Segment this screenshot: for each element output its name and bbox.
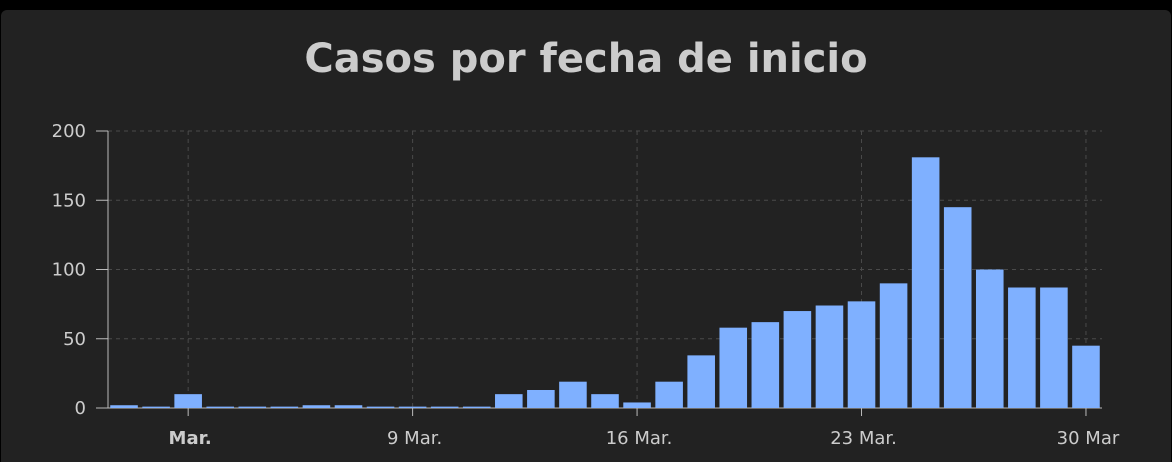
bar [1040, 287, 1068, 408]
bar [815, 305, 844, 408]
bar [559, 381, 587, 408]
bar [527, 389, 555, 408]
bar [975, 269, 1004, 408]
bar [238, 406, 267, 408]
tick-labels: 0 50 100 150 200 Mar. 9 Mar. 16 Mar. 23 Mar. 30 M… [52, 121, 1120, 449]
y-tick-label: 0 [75, 398, 86, 419]
bar [398, 406, 427, 408]
bar [495, 394, 523, 408]
bar [270, 406, 299, 408]
y-tick-label: 150 [52, 190, 86, 211]
x-tick-label: 16 Mar. [606, 428, 673, 449]
chart-title: Casos por fecha de inicio [304, 36, 868, 82]
bar [110, 405, 138, 408]
bar [847, 301, 876, 408]
bar [591, 394, 619, 408]
bar [462, 406, 491, 408]
x-tick-label: Mar. [169, 428, 212, 449]
bar [655, 381, 683, 408]
bar [334, 405, 363, 408]
grid-lines [108, 130, 1102, 408]
bar [911, 157, 940, 408]
y-tick-label: 50 [63, 329, 86, 350]
bar [751, 322, 780, 408]
bar [943, 207, 972, 408]
bar [430, 406, 459, 408]
x-tick-label: 23 Mar. [830, 428, 897, 449]
x-tick-label: 30 Mar [1057, 428, 1120, 449]
bar [879, 283, 908, 408]
bar [687, 355, 715, 408]
bar [142, 406, 170, 408]
bars [110, 157, 1100, 408]
bar [206, 406, 235, 408]
bar [366, 406, 395, 408]
y-tick-label: 100 [52, 260, 86, 281]
bar [302, 405, 331, 408]
bar [1008, 287, 1036, 408]
bar [1072, 345, 1100, 408]
bar [623, 402, 651, 408]
x-tick-label: 9 Mar. [387, 428, 442, 449]
bar [174, 394, 202, 408]
bar [719, 327, 748, 408]
bar [783, 311, 812, 408]
y-tick-label: 200 [52, 121, 86, 142]
